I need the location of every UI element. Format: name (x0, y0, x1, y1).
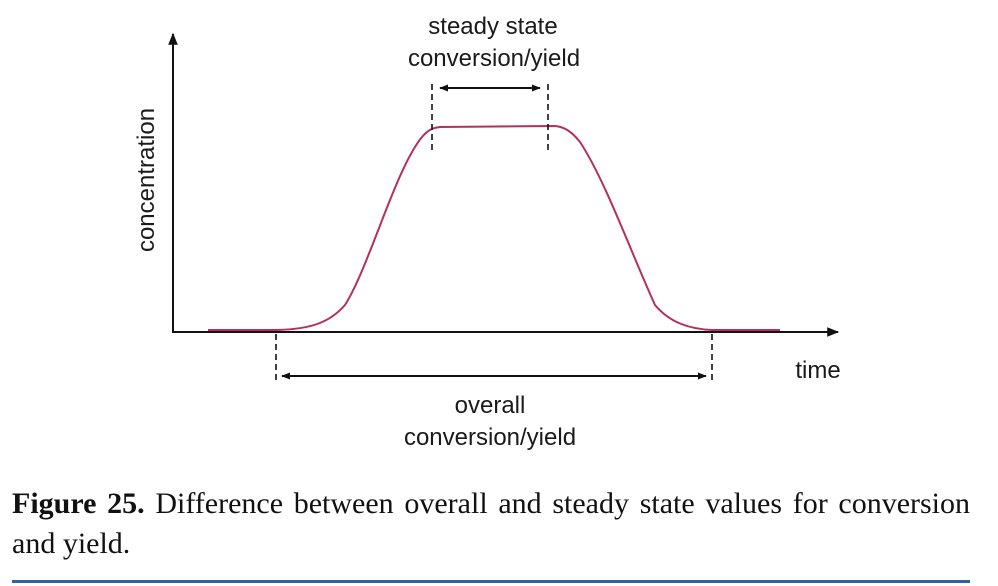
steady-state-label-line2: conversion/yield (408, 45, 580, 72)
concentration-time-diagram: concentration time steady state conversi… (133, 13, 841, 451)
caption-text: Difference between overall and steady st… (12, 487, 971, 560)
steady-state-label-line1: steady state (428, 13, 557, 40)
y-axis-label: concentration (133, 108, 160, 252)
x-axis-label: time (795, 357, 840, 384)
figure-caption: Figure 25. Difference between overall an… (12, 484, 970, 564)
caption-divider (12, 580, 970, 583)
overall-label-line2: conversion/yield (404, 424, 576, 451)
concentration-curve (208, 124, 780, 331)
overall-label-line1: overall (455, 392, 526, 419)
figure-label: Figure 25. (12, 487, 145, 520)
